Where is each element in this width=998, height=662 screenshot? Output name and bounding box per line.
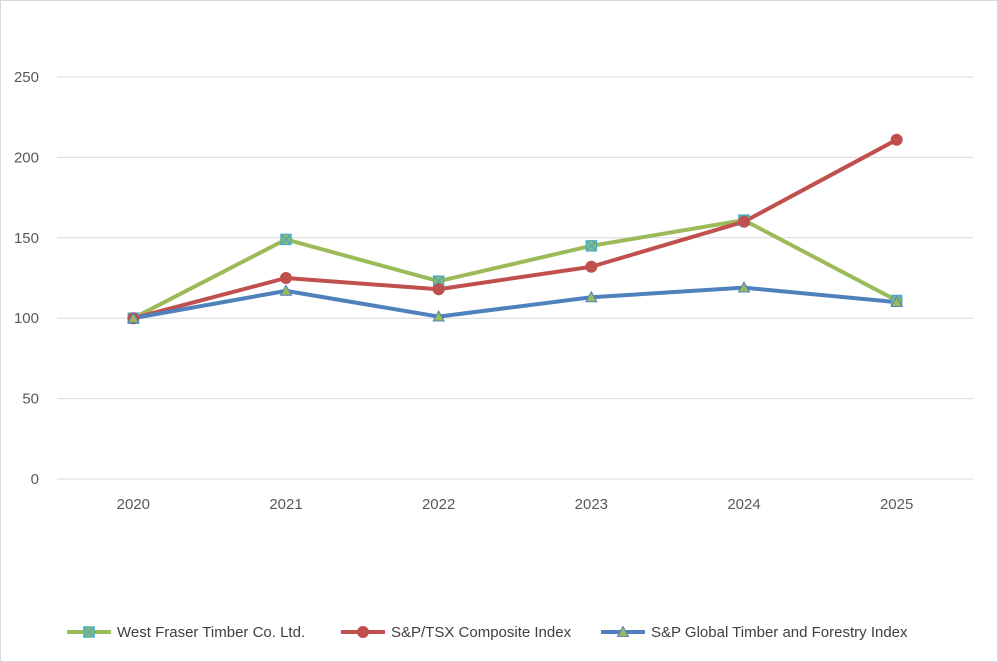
x-axis-ticks: 2020 2021 2022 2023 2024 2025 — [117, 496, 914, 513]
x-tick-label: 2022 — [422, 496, 455, 513]
legend-label: West Fraser Timber Co. Ltd. — [117, 624, 305, 641]
legend-marker-0 — [83, 626, 95, 638]
data-point-2-5 — [890, 295, 904, 308]
series-line-2 — [131, 285, 899, 321]
y-tick-label: 0 — [31, 471, 39, 488]
y-tick-label: 50 — [22, 391, 39, 408]
y-axis-ticks: 0 50 100 150 200 250 — [14, 69, 39, 488]
series-line-0 — [131, 218, 899, 321]
gridlines — [57, 76, 973, 480]
series-lines — [131, 137, 899, 321]
legend-label: S&P Global Timber and Forestry Index — [651, 624, 908, 641]
data-point-2-1 — [279, 284, 293, 296]
y-tick-label: 150 — [14, 230, 39, 247]
x-tick-label: 2020 — [117, 496, 150, 513]
x-tick-label: 2021 — [269, 496, 302, 513]
series-markers — [126, 133, 904, 325]
x-tick-label: 2023 — [575, 496, 608, 513]
data-point-1-3 — [585, 260, 598, 273]
data-point-1-1 — [280, 272, 292, 284]
legend: West Fraser Timber Co. Ltd. S&P/TSX Compo… — [67, 624, 908, 641]
data-point-1-2 — [432, 283, 445, 296]
x-tick-label: 2024 — [727, 496, 760, 513]
y-tick-label: 100 — [14, 310, 39, 327]
legend-marker-2 — [616, 625, 630, 637]
data-point-1-5 — [890, 133, 903, 146]
series-line-1 — [131, 137, 899, 321]
data-point-2-2 — [432, 310, 446, 322]
data-point-2-4 — [737, 281, 751, 293]
y-tick-label: 200 — [14, 149, 39, 166]
x-tick-label: 2025 — [880, 496, 913, 513]
legend-label: S&P/TSX Composite Index — [391, 624, 572, 641]
legend-marker-1 — [357, 626, 369, 638]
data-point-2-0 — [126, 311, 140, 324]
data-point-0-1 — [280, 233, 292, 246]
data-point-2-3 — [584, 290, 598, 303]
y-tick-label: 250 — [14, 69, 39, 86]
data-point-1-4 — [738, 215, 750, 228]
data-point-0-3 — [585, 240, 598, 252]
